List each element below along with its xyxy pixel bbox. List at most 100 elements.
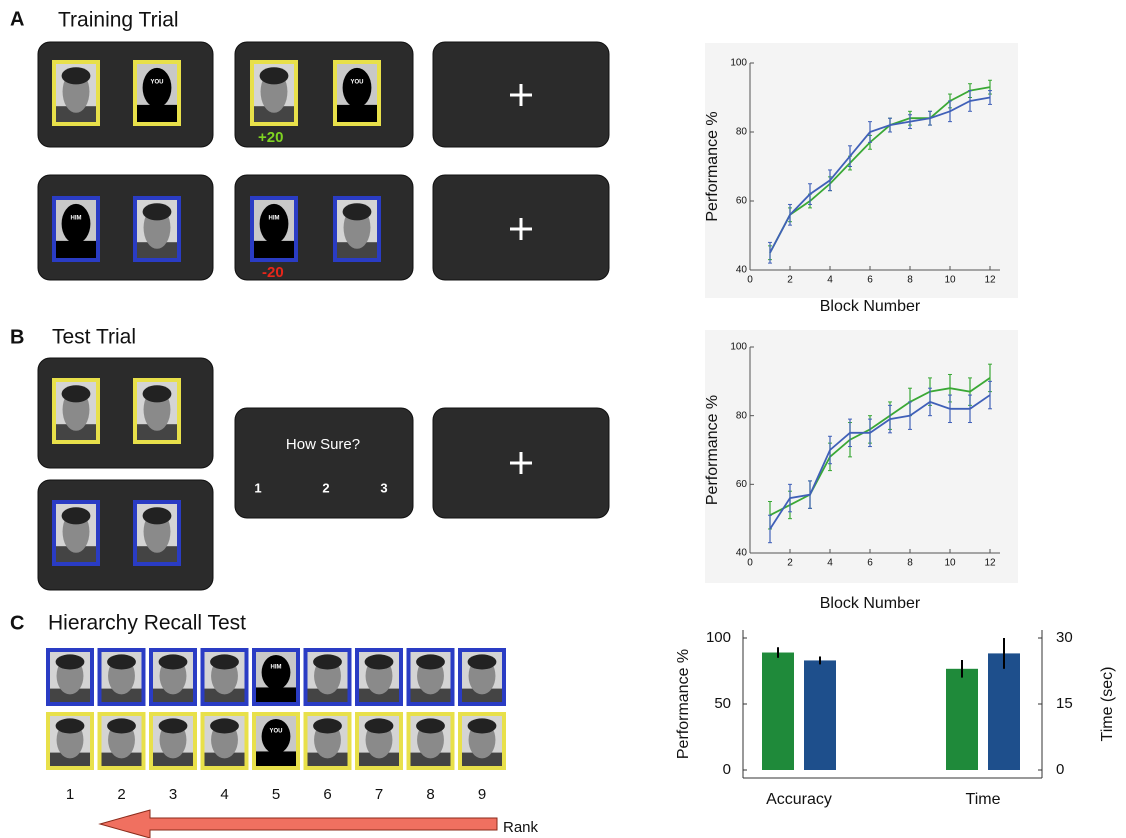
face-bg [359,752,399,766]
y-tick-label: 80 [736,127,748,138]
face-bg [204,752,245,766]
hair [107,654,136,670]
plot-background [705,43,1018,298]
x-tick-label: 6 [867,275,873,286]
y-tick-label: 80 [736,410,748,421]
confidence-option: 2 [322,480,329,495]
y-tick-label: 50 [714,695,731,712]
hair [142,385,172,403]
rank-arrow [98,809,498,838]
face-bg [204,688,245,702]
rank-number: 8 [426,786,434,803]
hair [467,654,497,670]
y-tick-label: 0 [723,761,731,778]
x-tick-label: 2 [787,558,793,569]
silhouette-label: YOU [269,729,282,735]
x-tick-label: 6 [867,558,873,569]
hair [313,654,342,670]
bar [946,668,978,770]
hair [364,718,394,734]
x-tick-label: 8 [907,275,913,286]
y-tick-label: 60 [736,196,748,207]
series-line [769,96,991,254]
silhouette-label: HIM [271,665,282,671]
silhouette [261,718,291,754]
x-axis-label: Block Number [820,298,921,315]
silhouette-label: YOU [350,79,363,85]
face-bg [254,106,294,122]
face-bg [50,688,90,702]
y-tick-label: 40 [736,548,748,559]
hair [158,718,188,734]
hair [467,718,497,734]
face-bg [462,752,502,766]
silhouette [256,687,296,702]
silhouette [256,751,296,766]
face-bg [137,242,177,258]
hair [259,67,289,85]
silhouette [259,203,289,244]
face-bg [50,752,90,766]
y2-tick-label: 15 [1056,695,1073,712]
feedback-gain: +20 [258,129,283,146]
x-tick-label: Time [966,791,1001,808]
panel-title: Training Trial [58,9,179,32]
rank-number: 7 [375,786,383,803]
series-line [769,377,991,517]
face-bg [56,424,96,440]
feedback-loss: -20 [262,264,284,281]
rank-number: 5 [272,786,280,803]
face-bg [410,688,451,702]
rank-number: 1 [66,786,74,803]
confidence-option: 1 [254,480,261,495]
x-tick-label: 0 [747,275,753,286]
hair [416,654,445,670]
hair [61,507,91,525]
x-tick-label: 2 [787,275,793,286]
x-tick-label: 4 [827,275,833,286]
y2-tick-label: 30 [1056,629,1073,646]
rank-number: 2 [117,786,125,803]
y-tick-label: 40 [736,265,748,276]
silhouette-label: HIM [269,215,280,221]
x-tick-label: 4 [827,558,833,569]
y2-axis-label: Time (sec) [1099,667,1116,742]
hair [107,718,136,734]
hair [416,718,445,734]
y-tick-label: 100 [730,342,747,353]
x-tick-label: 0 [747,558,753,569]
silhouette [61,203,91,244]
y-axis-label: Performance % [675,649,692,759]
face-bg [101,752,142,766]
x-tick-label: 12 [984,275,996,286]
face-bg [359,688,399,702]
face-bg [153,752,193,766]
silhouette [337,104,377,122]
silhouette-label: YOU [150,79,163,85]
y-tick-label: 60 [736,479,748,490]
face-bg [137,546,177,562]
face-bg [307,688,348,702]
face-bg [337,242,377,258]
silhouette [342,67,372,108]
x-tick-label: 8 [907,558,913,569]
hair [364,654,394,670]
x-tick-label: 10 [944,275,956,286]
bar [988,653,1020,770]
rank-axis-label: Rank [503,819,539,836]
face-bg [462,688,502,702]
face-bg [56,106,96,122]
hair [61,385,91,403]
panel-title: Test Trial [52,326,136,349]
face-bg [137,424,177,440]
face-bg [410,752,451,766]
y-axis-label: Performance % [704,395,721,505]
hair [142,203,172,221]
panel-label: B [10,326,24,348]
screen [234,407,414,519]
x-axis-label: Block Number [820,595,921,612]
silhouette [261,654,291,690]
hair [158,654,188,670]
x-tick-label: 10 [944,558,956,569]
